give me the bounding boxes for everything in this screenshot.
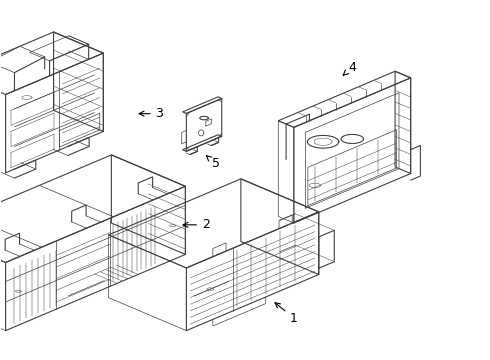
Text: 1: 1 [275, 303, 298, 325]
Text: 2: 2 [183, 218, 210, 231]
Text: 5: 5 [206, 156, 220, 170]
Text: 4: 4 [343, 60, 356, 75]
Text: 3: 3 [139, 107, 164, 120]
